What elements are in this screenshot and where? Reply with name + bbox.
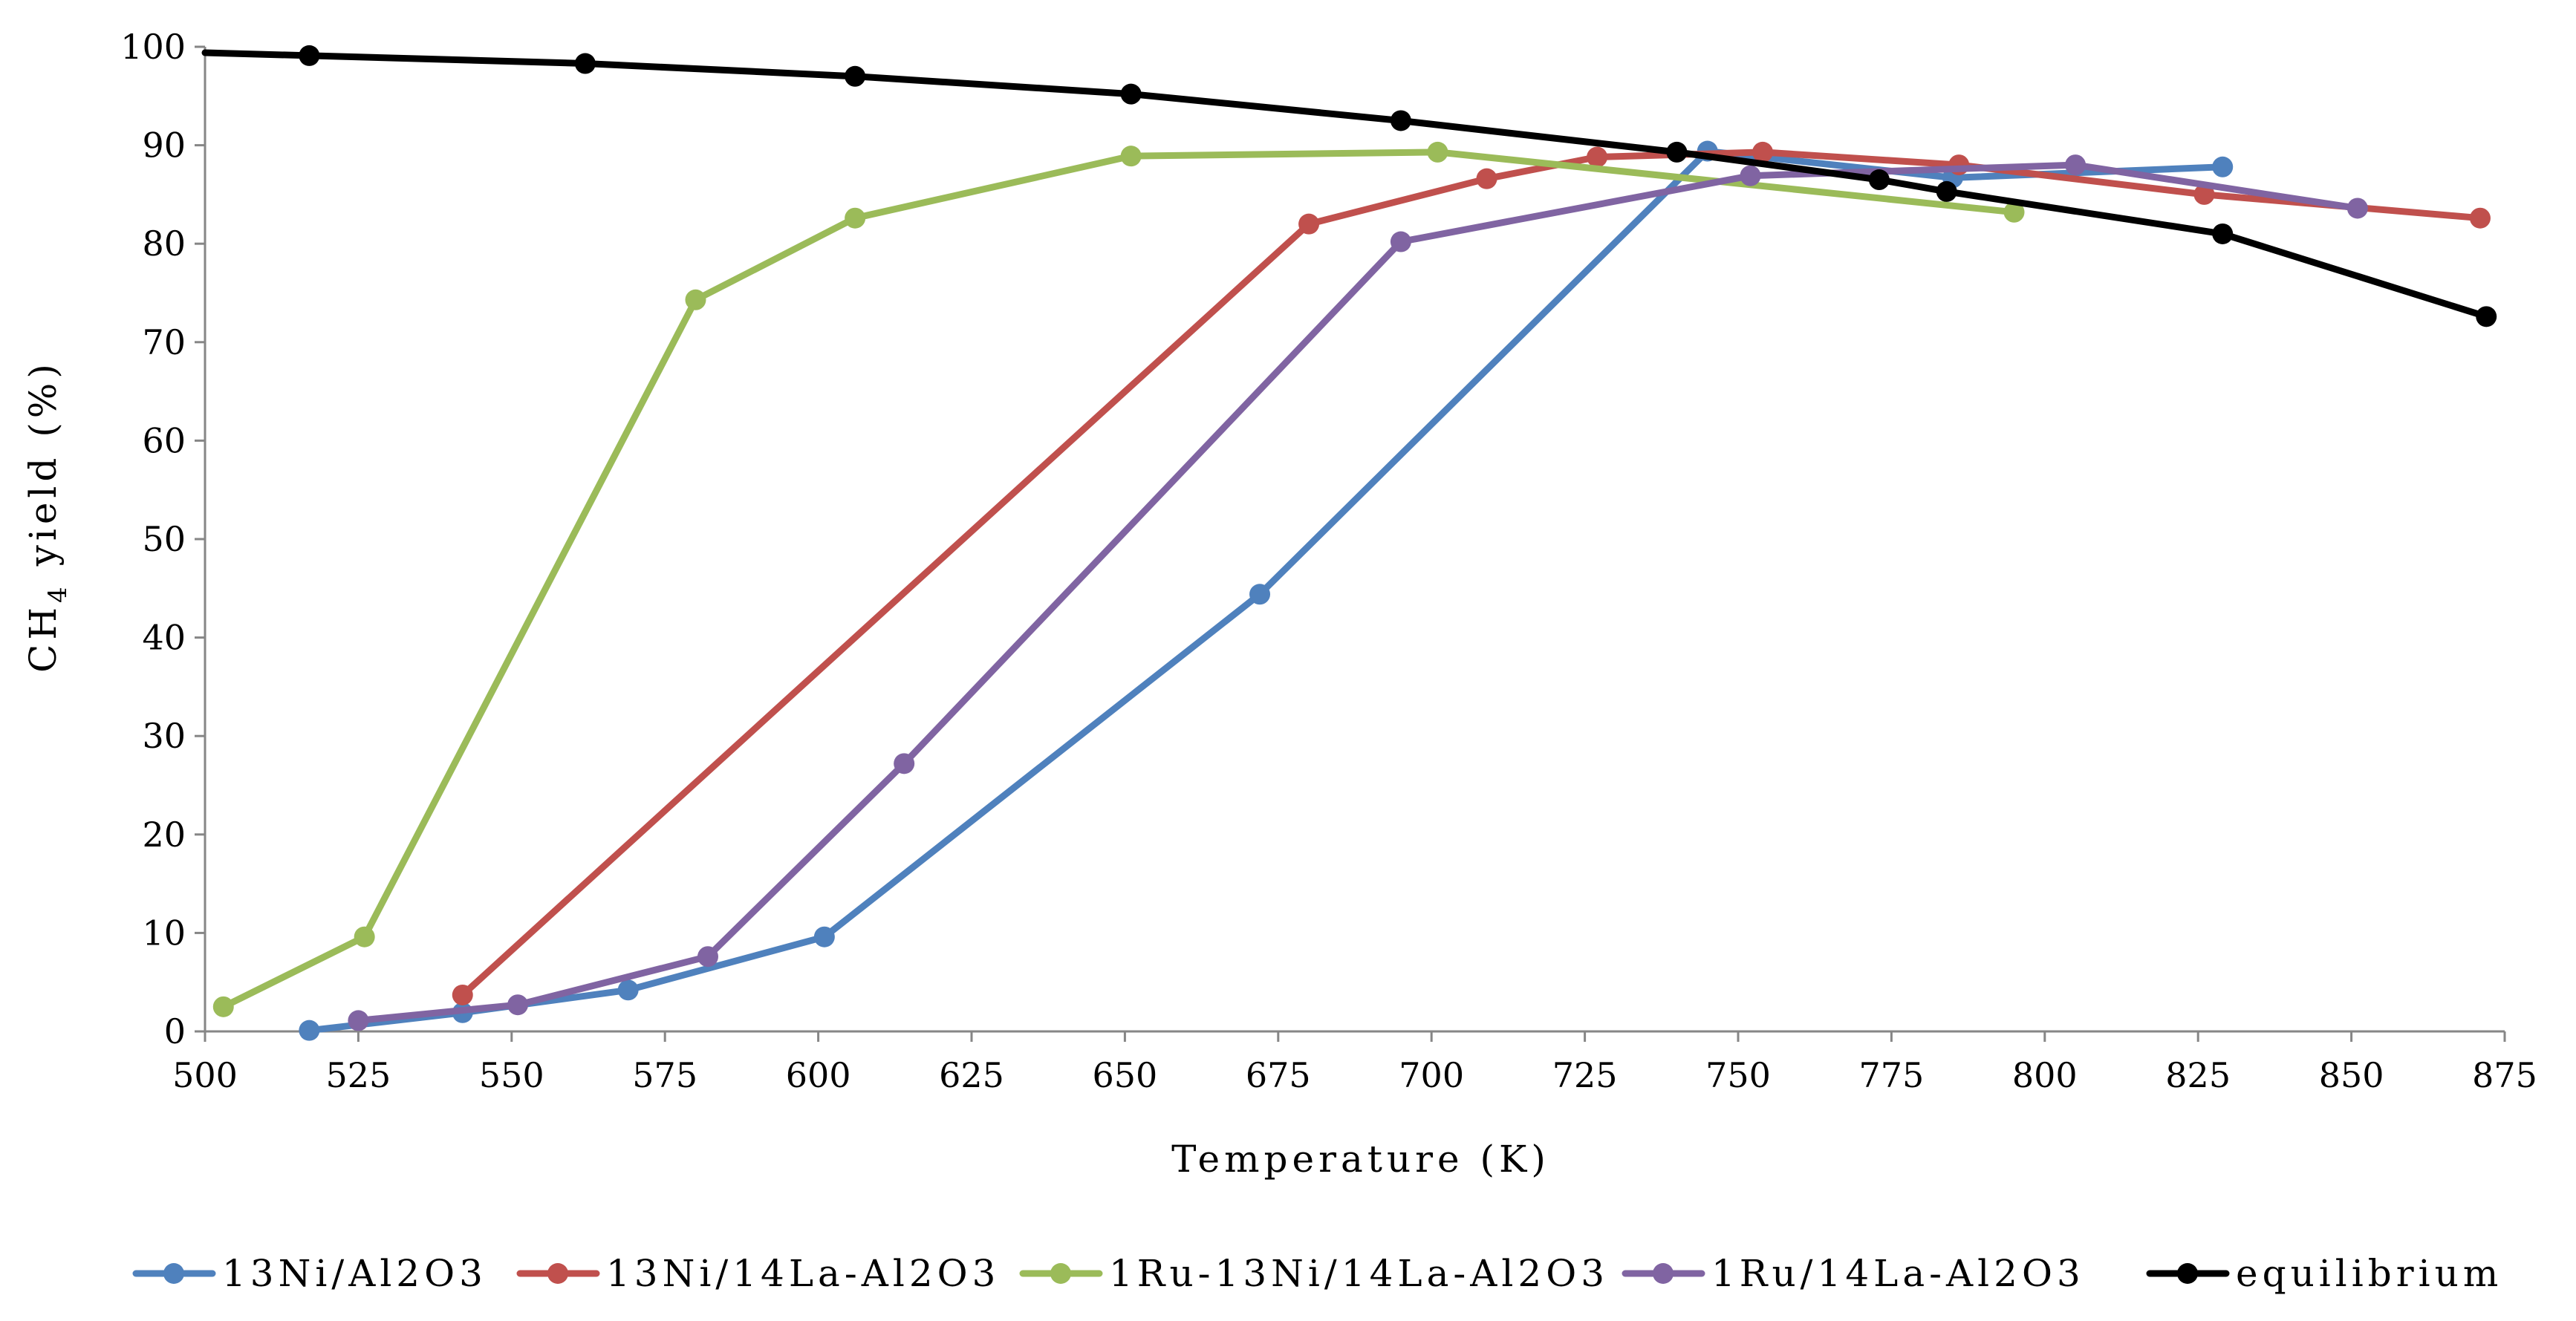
legend: 13Ni/Al2O3 13Ni/14La-Al2O3 1Ru-13Ni/14La-A… (132, 1252, 2502, 1295)
data-point (299, 45, 320, 66)
data-point (845, 65, 866, 87)
y-axis-title-subscript: 4 (43, 582, 73, 603)
data-point (2346, 198, 2368, 219)
legend-label: 13Ni/Al2O3 (222, 1252, 487, 1295)
legend-marker (2177, 1263, 2198, 1284)
series-1ru-13ni-14la-al2o3 (212, 141, 2025, 1017)
x-tick-label: 800 (2012, 1055, 2078, 1095)
data-point (1298, 213, 1320, 235)
data-point (1120, 146, 1142, 167)
data-point (1936, 180, 1957, 202)
data-point (1476, 168, 1497, 189)
x-tick-label: 625 (939, 1055, 1004, 1095)
data-point (697, 946, 718, 968)
y-tick-label: 50 (142, 519, 186, 559)
legend-marker (1050, 1263, 1071, 1284)
y-tick-label: 30 (142, 716, 186, 756)
legend-marker (1653, 1263, 1674, 1284)
data-point (452, 984, 473, 1005)
legend-item-13ni-14la-al2o3: 13Ni/14La-Al2O3 (516, 1252, 1000, 1295)
legend-item-1ru-14la-al2o3: 1Ru/14La-Al2O3 (1622, 1252, 2085, 1295)
legend-item-13ni-al2o3: 13Ni/Al2O3 (132, 1252, 487, 1295)
y-tick-label: 100 (120, 27, 186, 67)
y-tick-label: 70 (142, 322, 186, 362)
data-point (617, 979, 639, 1001)
y-tick-label: 60 (142, 420, 186, 460)
series-equilibrium (201, 45, 2497, 327)
x-tick-label: 825 (2165, 1055, 2231, 1095)
data-point (1868, 169, 1890, 191)
x-tick-label: 675 (1246, 1055, 1311, 1095)
x-tick-label: 500 (172, 1055, 238, 1095)
data-point (507, 994, 529, 1016)
series-13ni-al2o3 (299, 140, 2234, 1041)
legend-item-equilibrium: equilibrium (2146, 1252, 2502, 1295)
data-point (2212, 223, 2234, 244)
x-tick-label: 725 (1552, 1055, 1618, 1095)
legend-item-1ru-13ni-14la-al2o3: 1Ru-13Ni/14La-Al2O3 (1019, 1252, 1609, 1295)
y-tick-label: 20 (142, 815, 186, 855)
legend-label: 1Ru-13Ni/14La-Al2O3 (1109, 1252, 1609, 1295)
y-tick-label: 80 (142, 224, 186, 264)
series-1ru-14la-al2o3 (348, 154, 2368, 1031)
data-point (1120, 83, 1142, 105)
data-point (2212, 156, 2234, 177)
data-point (1427, 141, 1448, 163)
x-tick-label: 700 (1399, 1055, 1464, 1095)
data-point (2469, 207, 2491, 229)
data-point (1752, 141, 1774, 163)
data-point (845, 207, 866, 229)
data-point (348, 1010, 369, 1031)
y-tick-label: 10 (142, 913, 186, 953)
series-layer (201, 45, 2497, 1041)
y-tick-label: 0 (164, 1011, 186, 1051)
data-point (212, 996, 234, 1017)
y-tick-label: 40 (142, 618, 186, 658)
legend-marker (547, 1263, 568, 1284)
legend-marker (163, 1263, 184, 1284)
x-tick-label: 550 (479, 1055, 544, 1095)
x-tick-label: 775 (1858, 1055, 1924, 1095)
series-line (459, 149, 2484, 999)
data-point (685, 289, 706, 310)
x-tick-label: 600 (786, 1055, 851, 1095)
x-tick-label: 525 (325, 1055, 391, 1095)
legend-label: 1Ru/14La-Al2O3 (1711, 1252, 2085, 1295)
x-tick-label: 650 (1092, 1055, 1157, 1095)
y-axis-title: CH4 yield (%) (22, 359, 73, 673)
legend-label: 13Ni/14La-Al2O3 (606, 1252, 1000, 1295)
x-tick-label: 875 (2472, 1055, 2537, 1095)
data-point (1249, 584, 1271, 605)
x-axis-title: Temperature (K) (1171, 1138, 1550, 1181)
data-point (354, 926, 375, 947)
legend-label: equilibrium (2236, 1252, 2502, 1295)
series-line (354, 161, 2361, 1024)
data-point (1587, 146, 1608, 168)
data-point (2003, 201, 2025, 223)
data-point (813, 926, 835, 947)
axes: 0 10 20 30 40 50 60 70 80 90 100 500 525 550 575 600 625… (120, 27, 2537, 1095)
data-point (1390, 110, 1411, 131)
y-tick-label: 90 (142, 125, 186, 166)
x-tick-label: 850 (2319, 1055, 2384, 1095)
data-point (1740, 165, 1761, 186)
data-point (574, 53, 596, 74)
x-tick-label: 750 (1705, 1055, 1771, 1095)
x-tick-label: 575 (632, 1055, 697, 1095)
data-point (1666, 141, 1688, 163)
series-line (220, 149, 2017, 1011)
data-point (2476, 306, 2497, 327)
data-point (894, 753, 915, 774)
data-point (1390, 231, 1411, 252)
data-point (2065, 154, 2087, 176)
data-point (299, 1020, 320, 1041)
data-point (2193, 183, 2215, 205)
